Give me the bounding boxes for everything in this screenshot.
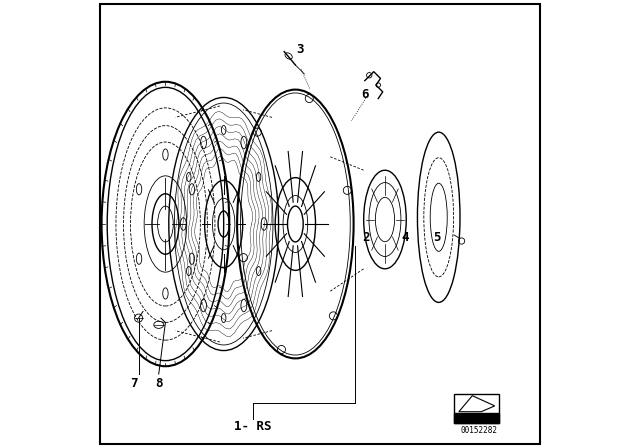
Bar	[454, 413, 499, 423]
Text: 1- RS: 1- RS	[234, 420, 271, 433]
Text: 6: 6	[361, 87, 369, 101]
Text: 4: 4	[401, 231, 409, 244]
Text: 3: 3	[296, 43, 303, 56]
Text: 5: 5	[433, 231, 440, 244]
Text: 2: 2	[362, 231, 370, 244]
Text: 00152282: 00152282	[461, 426, 497, 435]
Text: 7: 7	[131, 376, 138, 390]
Bar	[454, 394, 499, 423]
Text: 8: 8	[155, 376, 163, 390]
